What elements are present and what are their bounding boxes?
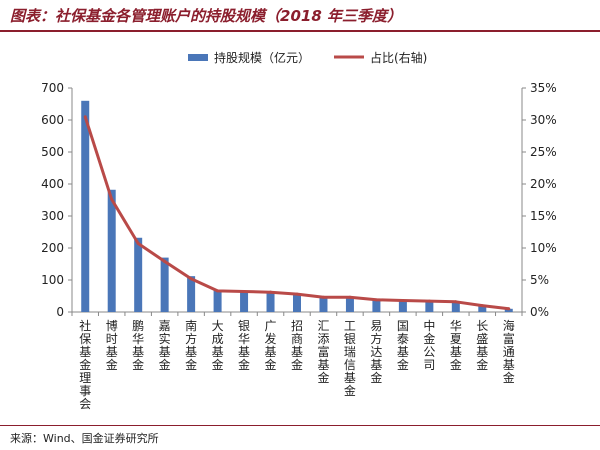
bar-16 [504,308,513,312]
share-point-12 [401,298,405,302]
category-label-4: 南方基金 [185,318,197,372]
title-bar: 图表：社保基金各管理账户的持股规模（2018 年三季度） [0,0,600,32]
y2-tick-label: 35% [530,81,557,95]
share-point-3 [163,259,167,263]
source-note: 来源：Wind、国金证券研究所 [10,432,159,445]
axes: 0 100 200 300 400 500 600 700 0% 5% 10% 15% 20% 25% 30… [41,81,557,319]
legend-bar-swatch [188,54,208,61]
legend-line-label: 占比(右轴) [370,50,427,65]
footer-divider [0,425,600,426]
y-tick-label: 300 [41,209,64,223]
bar-15 [478,305,487,312]
y2-tick-label: 20% [530,177,557,191]
y2-tick-label: 0% [530,305,549,319]
y-tick-label: 700 [41,81,64,95]
line-series [83,115,511,311]
share-point-13 [427,299,431,303]
category-label-7: 广发基金 [265,319,277,372]
y2-tick-label: 10% [530,241,557,255]
share-line [83,116,509,311]
bar-7 [266,292,275,312]
share-point-4 [189,277,193,281]
category-label-1: 博时基金 [106,318,118,372]
bar-14 [451,301,460,312]
bar-11 [372,299,381,312]
category-label-6: 银华基金 [238,319,250,372]
y-tick-label: 100 [41,273,64,287]
category-label-5: 大成基金 [212,319,224,372]
bar-12 [398,300,407,312]
share-point-14 [454,300,458,304]
y-tick-label: 200 [41,241,64,255]
y-tick-label: 500 [41,145,64,159]
category-label-8: 招商基金 [291,319,303,372]
share-point-8 [295,292,299,296]
bar-6 [240,291,249,312]
share-point-5 [216,289,220,293]
category-label-16: 海富通基金 [503,318,515,385]
chart-title: 图表：社保基金各管理账户的持股规模（2018 年三季度） [10,7,402,25]
y-tick-label: 600 [41,113,64,127]
y2-tick-label: 15% [530,209,557,223]
category-label-11: 易方达基金 [370,319,382,385]
y-tick-label: 0 [56,305,64,319]
bar-0 [81,100,90,312]
share-point-7 [269,290,273,294]
bar-8 [293,293,301,312]
share-point-16 [507,307,511,311]
bar-series [81,100,513,312]
legend: 持股规模（亿元） 占比(右轴) [188,50,427,65]
legend-bar-label: 持股规模（亿元） [214,50,310,65]
share-point-15 [480,304,484,308]
y2-tick-label: 25% [530,145,557,159]
bar-13 [425,301,434,312]
category-label-12: 国泰基金 [397,319,409,372]
category-label-2: 鹏华基金 [132,319,144,372]
bar-3 [160,257,169,312]
category-label-13: 中金公司 [423,318,435,372]
category-label-14: 华夏基金 [450,319,462,372]
bar-9 [319,296,328,312]
share-point-9 [321,295,325,299]
bar-1 [107,189,116,312]
category-labels: 社保基金理事会 博时基金 鹏华基金 嘉实基金 南方基金 大成基金 银华基金 广发基金 招商基金 汇… [79,318,515,411]
category-label-3: 嘉实基金 [159,319,171,372]
bar-2 [134,237,143,312]
share-point-0 [83,115,87,119]
share-point-6 [242,290,246,294]
bar-10 [345,296,354,312]
share-point-10 [348,295,352,299]
category-label-15: 长盛基金 [476,319,488,372]
y2-tick-label: 5% [530,273,549,287]
y-tick-label: 400 [41,177,64,191]
category-label-0: 社保基金理事会 [79,318,91,411]
share-point-11 [374,298,378,302]
category-label-10: 工银瑞信基金 [344,319,356,398]
share-point-1 [110,197,114,201]
category-label-9: 汇添富基金 [317,319,329,385]
share-point-2 [136,242,140,246]
bar-4 [187,276,196,312]
y2-tick-label: 30% [530,113,557,127]
bar-5 [213,290,222,312]
